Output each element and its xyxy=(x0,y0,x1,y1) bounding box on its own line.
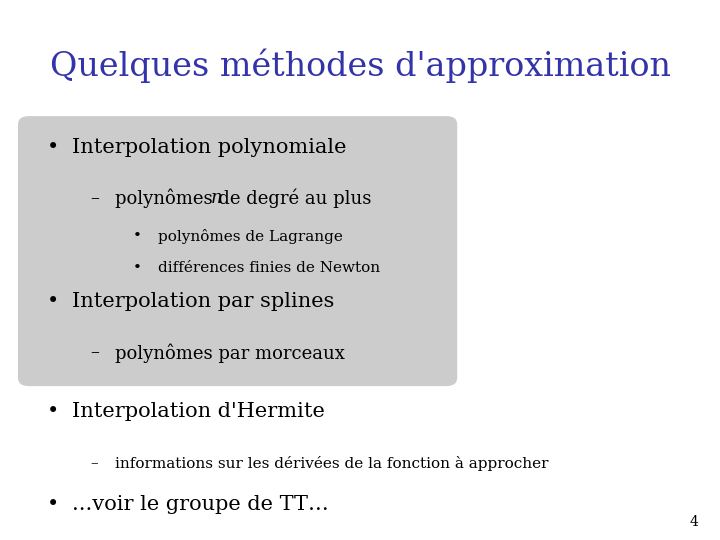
Text: polynômes par morceaux: polynômes par morceaux xyxy=(115,343,345,363)
Text: n: n xyxy=(211,189,223,207)
Text: Interpolation d'Hermite: Interpolation d'Hermite xyxy=(72,402,325,421)
Text: •: • xyxy=(47,138,59,157)
Text: Interpolation par splines: Interpolation par splines xyxy=(72,292,334,311)
Text: –: – xyxy=(90,189,99,207)
Text: •: • xyxy=(133,230,142,244)
Text: polynômes de Lagrange: polynômes de Lagrange xyxy=(158,230,343,245)
Text: ...voir le groupe de TT…: ...voir le groupe de TT… xyxy=(72,495,329,514)
Text: –: – xyxy=(90,343,99,361)
Text: Interpolation polynomiale: Interpolation polynomiale xyxy=(72,138,346,157)
Text: Quelques méthodes d'approximation: Quelques méthodes d'approximation xyxy=(50,49,671,83)
Text: polynômes de degré au plus: polynômes de degré au plus xyxy=(115,189,377,208)
Text: •: • xyxy=(47,495,59,514)
Text: •: • xyxy=(47,292,59,311)
Text: •: • xyxy=(47,402,59,421)
Text: –: – xyxy=(90,456,98,470)
Text: 4: 4 xyxy=(690,515,698,529)
Text: •: • xyxy=(133,261,142,275)
Text: informations sur les dérivées de la fonction à approcher: informations sur les dérivées de la fonc… xyxy=(115,456,549,471)
Text: différences finies de Newton: différences finies de Newton xyxy=(158,261,381,275)
